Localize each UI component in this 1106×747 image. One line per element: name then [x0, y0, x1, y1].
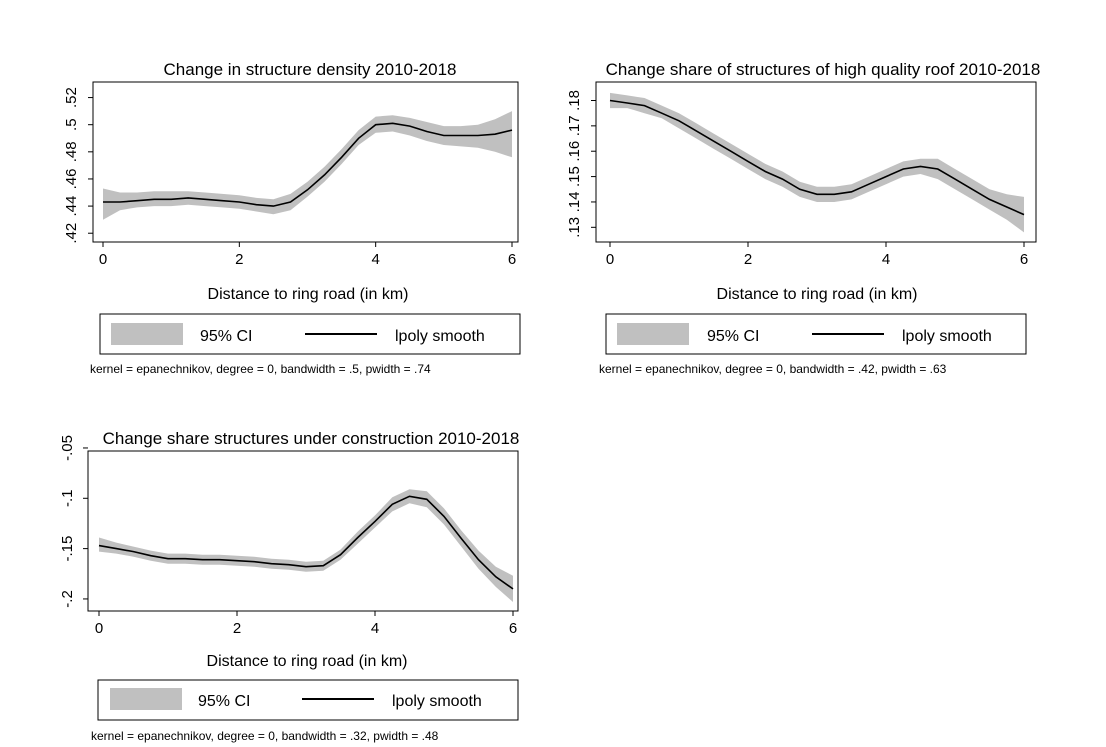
x-tick-label: 0 — [606, 251, 614, 268]
y-tick-label: .17 — [566, 115, 583, 136]
x-tick-label: 6 — [509, 620, 517, 637]
lpoly-line — [609, 99, 1025, 216]
panel-2-plot-frame — [595, 81, 1037, 243]
panel-1-legend-ci-label: 95% CI — [200, 328, 252, 345]
panel-2-series — [609, 92, 1025, 233]
panel-3-legend-ci-label: 95% CI — [198, 693, 250, 710]
panel-2-legend: 95% CI lpoly smooth — [605, 313, 1027, 355]
panel-1-y-axis: .42 .44 .46 .48 .5 .52 — [63, 87, 93, 244]
x-tick-label: 2 — [233, 620, 241, 637]
panel-3-legend-ci-swatch — [110, 688, 182, 710]
x-tick-label: 0 — [95, 620, 103, 637]
panel-structure-density: Change in structure density 2010-2018 .4… — [63, 60, 521, 376]
panel-3-plot-area: -.2 -.15 -.1 -.05 0 2 4 6 — [59, 435, 519, 637]
panel-3-note: kernel = epanechnikov, degree = 0, bandw… — [91, 729, 439, 743]
y-tick-label: .18 — [566, 90, 583, 111]
lpoly-line — [98, 495, 514, 590]
panel-2-x-label: Distance to ring road (in km) — [717, 286, 918, 303]
x-tick-label: 2 — [235, 251, 243, 268]
panel-2-legend-line-label: lpoly smooth — [902, 328, 992, 345]
x-tick-label: 6 — [1020, 251, 1028, 268]
panel-2-title: Change share of structures of high quali… — [606, 60, 1041, 79]
panel-2-note: kernel = epanechnikov, degree = 0, bandw… — [599, 362, 947, 376]
y-tick-label: .44 — [63, 196, 80, 217]
panel-1-note: kernel = epanechnikov, degree = 0, bandw… — [90, 362, 431, 376]
panel-1-plot-frame — [92, 81, 519, 243]
x-tick-label: 2 — [744, 251, 752, 268]
panel-1-legend-ci-swatch — [111, 323, 183, 345]
panel-3-y-axis: -.2 -.15 -.1 -.05 — [59, 435, 88, 608]
ci-band — [103, 111, 512, 220]
y-tick-label: -.15 — [59, 536, 76, 562]
panel-1-legend-line-label: lpoly smooth — [395, 328, 485, 345]
panel-2-legend-ci-label: 95% CI — [707, 328, 759, 345]
panel-1-plot-area: .42 .44 .46 .48 .5 .52 0 2 4 6 — [63, 81, 519, 268]
panel-1-x-label: Distance to ring road (in km) — [208, 286, 409, 303]
panel-1-series — [103, 111, 513, 220]
y-tick-label: -.05 — [59, 435, 76, 461]
panel-3-x-label: Distance to ring road (in km) — [207, 653, 408, 670]
y-tick-label: -.2 — [59, 590, 76, 608]
panel-3-legend: 95% CI lpoly smooth — [97, 679, 519, 721]
y-tick-label: -.1 — [59, 490, 76, 508]
panel-2-plot-area: .13 .14 .15 .16 .17 .18 0 2 4 6 — [566, 81, 1037, 268]
x-tick-label: 4 — [371, 251, 379, 268]
panel-3-series — [98, 489, 514, 602]
y-tick-label: .14 — [566, 192, 583, 213]
y-tick-label: .52 — [63, 87, 80, 108]
y-tick-label: .42 — [63, 223, 80, 244]
panel-1-x-axis: 0 2 4 6 — [99, 242, 516, 268]
ci-band — [610, 92, 1024, 233]
panel-2-y-axis: .13 .14 .15 .16 .17 .18 — [566, 90, 596, 238]
panel-1-title: Change in structure density 2010-2018 — [164, 60, 457, 79]
y-tick-label: .48 — [63, 141, 80, 162]
x-tick-label: 6 — [508, 251, 516, 268]
x-tick-label: 4 — [882, 251, 890, 268]
panel-2-legend-ci-swatch — [617, 323, 689, 345]
lpoly-line — [103, 122, 513, 207]
panel-3-title: Change share structures under constructi… — [103, 429, 520, 448]
x-tick-label: 4 — [371, 620, 379, 637]
panel-1-legend: 95% CI lpoly smooth — [99, 313, 521, 355]
panel-under-construction: Change share structures under constructi… — [59, 429, 519, 743]
panel-3-legend-line-label: lpoly smooth — [392, 693, 482, 710]
panel-high-quality-roof: Change share of structures of high quali… — [566, 60, 1040, 376]
y-tick-label: .15 — [566, 166, 583, 187]
x-tick-label: 0 — [99, 251, 107, 268]
panel-3-x-axis: 0 2 4 6 — [95, 611, 517, 637]
y-tick-label: .46 — [63, 169, 80, 190]
y-tick-label: .16 — [566, 141, 583, 162]
panel-3-plot-frame — [87, 450, 519, 612]
y-tick-label: .5 — [63, 118, 80, 131]
panel-2-x-axis: 0 2 4 6 — [606, 242, 1028, 268]
y-tick-label: .13 — [566, 217, 583, 238]
